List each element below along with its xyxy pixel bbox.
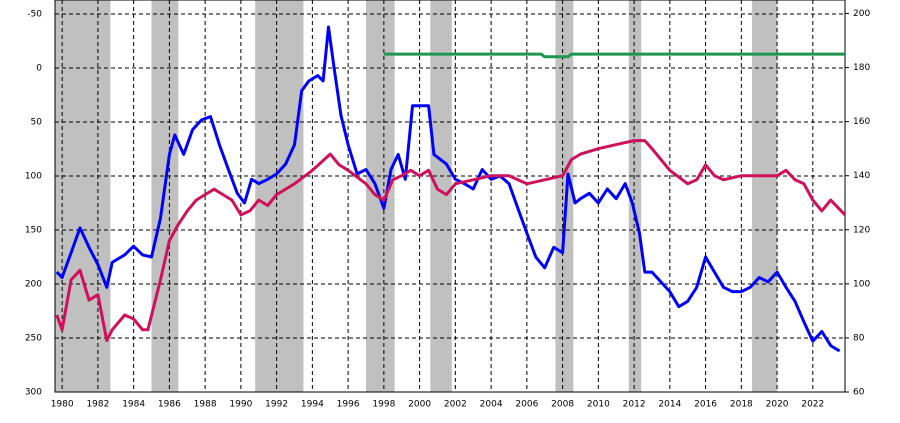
shaded-period	[555, 0, 574, 392]
x-tick-label: 1990	[229, 400, 252, 410]
x-tick-label: 2006	[515, 400, 538, 410]
x-tick-label: 2022	[801, 400, 824, 410]
y-tick-label: 150	[25, 226, 42, 236]
y2-tick-label: 160	[853, 117, 870, 127]
y-tick-label: -50	[27, 10, 42, 20]
y2-tick-label: 100	[853, 279, 870, 289]
shaded-period	[55, 0, 111, 392]
series-line	[383, 52, 845, 59]
y2-tick-label: 140	[853, 171, 870, 181]
x-tick-label: 2008	[551, 400, 574, 410]
y-tick-label: 50	[31, 118, 43, 128]
x-tick-label: 1994	[301, 400, 324, 410]
y-tick-label: 250	[25, 334, 42, 344]
x-tick-label: 1986	[158, 400, 181, 410]
x-tick-label: 2020	[766, 400, 789, 410]
y2-tick-label: 120	[853, 225, 870, 235]
x-tick-label: 2000	[408, 400, 431, 410]
shaded-period	[628, 0, 642, 392]
series-line	[55, 25, 841, 353]
x-tick-label: 1984	[122, 400, 145, 410]
x-tick-label: 2010	[587, 400, 610, 410]
x-tick-label: 1980	[51, 400, 74, 410]
x-tick-label: 1988	[194, 400, 217, 410]
y2-tick-label: 200	[853, 9, 870, 19]
y2-tick-label: 180	[853, 63, 870, 73]
plot-frame	[54, 0, 846, 393]
x-tick-label: 2004	[480, 400, 503, 410]
y2-tick-label: 80	[853, 333, 865, 343]
x-tick-label: 1992	[265, 400, 288, 410]
series-line	[55, 139, 847, 343]
y-tick-label: 300	[25, 388, 42, 398]
y-tick-label: 100	[25, 172, 42, 182]
x-tick-label: 2002	[444, 400, 467, 410]
y-tick-label: 200	[25, 280, 42, 290]
x-tick-label: 2014	[658, 400, 681, 410]
x-tick-label: 1998	[372, 400, 395, 410]
x-tick-label: 1982	[86, 400, 109, 410]
x-tick-label: 2018	[730, 400, 753, 410]
x-tick-label: 2012	[623, 400, 646, 410]
x-tick-label: 1996	[337, 400, 360, 410]
y2-tick-label: 60	[853, 388, 865, 398]
shaded-period	[752, 0, 778, 392]
y-tick-label: 0	[36, 64, 42, 74]
x-tick-label: 2016	[694, 400, 717, 410]
shaded-period	[430, 0, 452, 392]
shaded-period	[255, 0, 304, 392]
